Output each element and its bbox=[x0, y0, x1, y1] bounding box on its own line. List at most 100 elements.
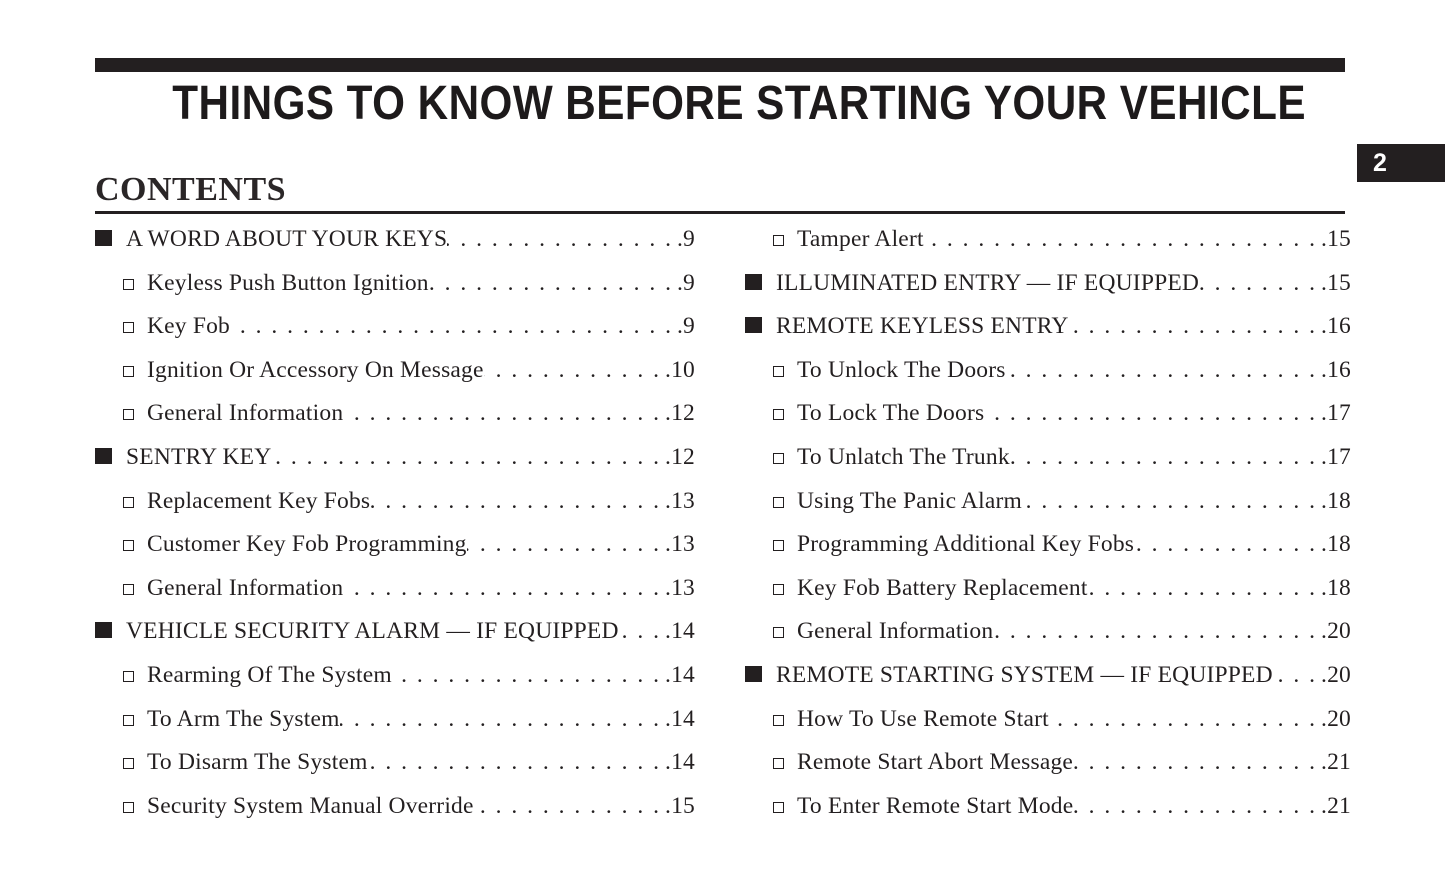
dot-leader: . . . . . . . . . . . . . . . . . . . . … bbox=[619, 610, 665, 654]
dot-leader: . . . . . . . . . . . . . . . . . . . . … bbox=[1088, 567, 1321, 611]
dot-leader-text: . . . . . . . . . . . . . . . . . . . . … bbox=[230, 313, 673, 340]
hollow-square-bullet-icon bbox=[773, 627, 784, 639]
toc-entry-label: General Information bbox=[147, 400, 344, 427]
toc-entry-label: Rearming Of The System bbox=[147, 661, 392, 688]
toc-entry-page: .17 bbox=[1321, 443, 1351, 470]
hollow-square-bullet-icon bbox=[123, 540, 134, 552]
toc-right-column: Tamper Alert. . . . . . . . . . . . . . … bbox=[745, 218, 1351, 828]
toc-entry-page: .13 bbox=[665, 574, 695, 601]
dot-leader: . . . . . . . . . . . . . . . . . . . . … bbox=[392, 654, 665, 698]
hollow-square-bullet-icon bbox=[123, 322, 134, 334]
toc-entry-label: To Arm The System bbox=[147, 705, 340, 732]
toc-entry: Using The Panic Alarm. . . . . . . . . .… bbox=[745, 480, 1351, 524]
dot-leader: . . . . . . . . . . . . . . . . . . . . … bbox=[1010, 436, 1321, 480]
dot-leader: . . . . . . . . . . . . . . . . . . . . … bbox=[484, 349, 665, 393]
toc-entry-label: To Unlatch The Trunk bbox=[797, 443, 1010, 470]
dot-leader-text: . . . . . . . . . . . . . . . . . . . . … bbox=[428, 269, 673, 296]
toc-entry: Keyless Push Button Ignition. . . . . . … bbox=[95, 262, 695, 306]
toc-entry-page: .16 bbox=[1321, 313, 1351, 340]
toc-entry-page: .9 bbox=[676, 226, 695, 252]
dot-leader-text: . . . . . . . . . . . . . . . . . . . . … bbox=[467, 531, 662, 558]
toc-entry: Programming Additional Key Fobs. . . . .… bbox=[745, 523, 1351, 567]
toc-entry-label: Replacement Key Fobs bbox=[147, 487, 371, 514]
dot-leader-text: . . . . . . . . . . . . . . . . . . . . … bbox=[271, 443, 662, 470]
dot-leader: . . . . . . . . . . . . . . . . . . . . … bbox=[1022, 480, 1321, 524]
dot-leader-text: . . . . . . . . . . . . . . . . . . . . … bbox=[392, 661, 662, 688]
toc-entry-page: .9 bbox=[676, 313, 695, 340]
dot-leader-text: . . . . . . . . . . . . . . . . . . . . … bbox=[1199, 269, 1318, 296]
dot-leader: . . . . . . . . . . . . . . . . . . . . … bbox=[1049, 698, 1321, 742]
toc-entry: Key Fob. . . . . . . . . . . . . . . . .… bbox=[95, 305, 695, 349]
toc-entry-label: To Unlock The Doors bbox=[797, 356, 1006, 383]
dot-leader-text: . . . . . . . . . . . . . . . . . . . . … bbox=[1049, 705, 1318, 732]
dot-leader: . . . . . . . . . . . . . . . . . . . . … bbox=[447, 218, 677, 262]
dot-leader-text: . . . . . . . . . . . . . . . . . . . . … bbox=[1073, 792, 1318, 819]
toc-entry: Ignition Or Accessory On Message. . . . … bbox=[95, 349, 695, 393]
dot-leader: . . . . . . . . . . . . . . . . . . . . … bbox=[993, 610, 1321, 654]
filled-square-bullet-icon bbox=[95, 230, 112, 246]
hollow-square-bullet-icon bbox=[773, 365, 784, 377]
dot-leader: . . . . . . . . . . . . . . . . . . . . … bbox=[368, 741, 665, 785]
toc-entry: Customer Key Fob Programming. . . . . . … bbox=[95, 523, 695, 567]
dot-leader: . . . . . . . . . . . . . . . . . . . . … bbox=[984, 392, 1321, 436]
toc-entry-label: SENTRY KEY bbox=[126, 443, 272, 470]
header-rule-bar bbox=[95, 58, 1345, 72]
hollow-square-bullet-icon bbox=[773, 409, 784, 421]
toc-entry: Remote Start Abort Message. . . . . . . … bbox=[745, 741, 1351, 785]
dot-leader: . . . . . . . . . . . . . . . . . . . . … bbox=[1069, 305, 1321, 349]
dot-leader-text: . . . . . . . . . . . . . . . . . . . . … bbox=[368, 749, 662, 776]
hollow-square-bullet-icon bbox=[123, 409, 134, 421]
toc-entry: Rearming Of The System. . . . . . . . . … bbox=[95, 654, 695, 698]
toc-entry-page: .12 bbox=[665, 400, 695, 427]
hollow-square-bullet-icon bbox=[123, 758, 134, 770]
dot-leader-text: . . . . . . . . . . . . . . . . . . . . … bbox=[474, 792, 662, 819]
dot-leader-text: . . . . . . . . . . . . . . . . . . . . … bbox=[1006, 356, 1318, 383]
dot-leader: . . . . . . . . . . . . . . . . . . . . … bbox=[370, 480, 665, 524]
dot-leader: . . . . . . . . . . . . . . . . . . . . … bbox=[230, 305, 677, 349]
dot-leader: . . . . . . . . . . . . . . . . . . . . … bbox=[343, 567, 665, 611]
toc-entry-page: .16 bbox=[1321, 356, 1351, 383]
toc-entry-label: Using The Panic Alarm bbox=[797, 487, 1023, 514]
toc-entry-page: .17 bbox=[1321, 400, 1351, 427]
dot-leader-text: . . . . . . . . . . . . . . . . . . . . … bbox=[924, 226, 1318, 252]
toc-entry-page: .20 bbox=[1321, 661, 1351, 688]
hollow-square-bullet-icon bbox=[123, 365, 134, 377]
hollow-square-bullet-icon bbox=[773, 758, 784, 770]
toc-entry-label: Ignition Or Accessory On Message bbox=[147, 356, 484, 383]
toc-entry-page: .20 bbox=[1321, 705, 1351, 732]
dot-leader: . . . . . . . . . . . . . . . . . . . . … bbox=[271, 436, 665, 480]
toc-entry-label: Programming Additional Key Fobs bbox=[797, 531, 1135, 558]
toc-entry-label: Key Fob bbox=[147, 313, 230, 340]
toc-entry-page: .9 bbox=[676, 269, 695, 296]
dot-leader: . . . . . . . . . . . . . . . . . . . . … bbox=[467, 523, 665, 567]
hollow-square-bullet-icon bbox=[123, 278, 134, 290]
toc-entry-page: .14 bbox=[665, 618, 695, 645]
toc-entry: General Information. . . . . . . . . . .… bbox=[95, 392, 695, 436]
dot-leader: . . . . . . . . . . . . . . . . . . . . … bbox=[1273, 654, 1321, 698]
hollow-square-bullet-icon bbox=[773, 452, 784, 464]
toc-entry-page: .14 bbox=[665, 705, 695, 732]
toc-entry: General Information. . . . . . . . . . .… bbox=[745, 610, 1351, 654]
dot-leader-text: . . . . . . . . . . . . . . . . . . . . … bbox=[984, 400, 1318, 427]
toc-entry-label: A WORD ABOUT YOUR KEYS bbox=[126, 226, 448, 252]
toc-entry: A WORD ABOUT YOUR KEYS. . . . . . . . . … bbox=[95, 218, 695, 262]
dot-leader-text: . . . . . . . . . . . . . . . . . . . . … bbox=[619, 618, 662, 645]
hollow-square-bullet-icon bbox=[773, 801, 784, 813]
filled-square-bullet-icon bbox=[745, 317, 762, 334]
toc-entry-page: .10 bbox=[665, 356, 695, 383]
toc-entry-page: .13 bbox=[665, 531, 695, 558]
toc-entry-page: .15 bbox=[1321, 269, 1351, 296]
toc-entry-page: .15 bbox=[1321, 226, 1351, 252]
toc-entry: To Lock The Doors. . . . . . . . . . . .… bbox=[745, 392, 1351, 436]
toc-entry: To Enter Remote Start Mode. . . . . . . … bbox=[745, 785, 1351, 829]
dot-leader-text: . . . . . . . . . . . . . . . . . . . . … bbox=[340, 705, 662, 732]
table-of-contents: A WORD ABOUT YOUR KEYS . . . . . . . . . … bbox=[95, 218, 1351, 828]
dot-leader: . . . . . . . . . . . . . . . . . . . . … bbox=[1199, 262, 1321, 306]
hollow-square-bullet-icon bbox=[773, 583, 784, 595]
toc-entry: Security System Manual Override. . . . .… bbox=[95, 785, 695, 829]
dot-leader: . . . . . . . . . . . . . . . . . . . . … bbox=[1073, 741, 1321, 785]
dot-leader-text: . . . . . . . . . . . . . . . . . . . . … bbox=[447, 226, 673, 252]
toc-entry-page: .18 bbox=[1321, 574, 1351, 601]
dot-leader-text: . . . . . . . . . . . . . . . . . . . . … bbox=[484, 356, 662, 383]
toc-entry-label: To Lock The Doors bbox=[797, 400, 985, 427]
